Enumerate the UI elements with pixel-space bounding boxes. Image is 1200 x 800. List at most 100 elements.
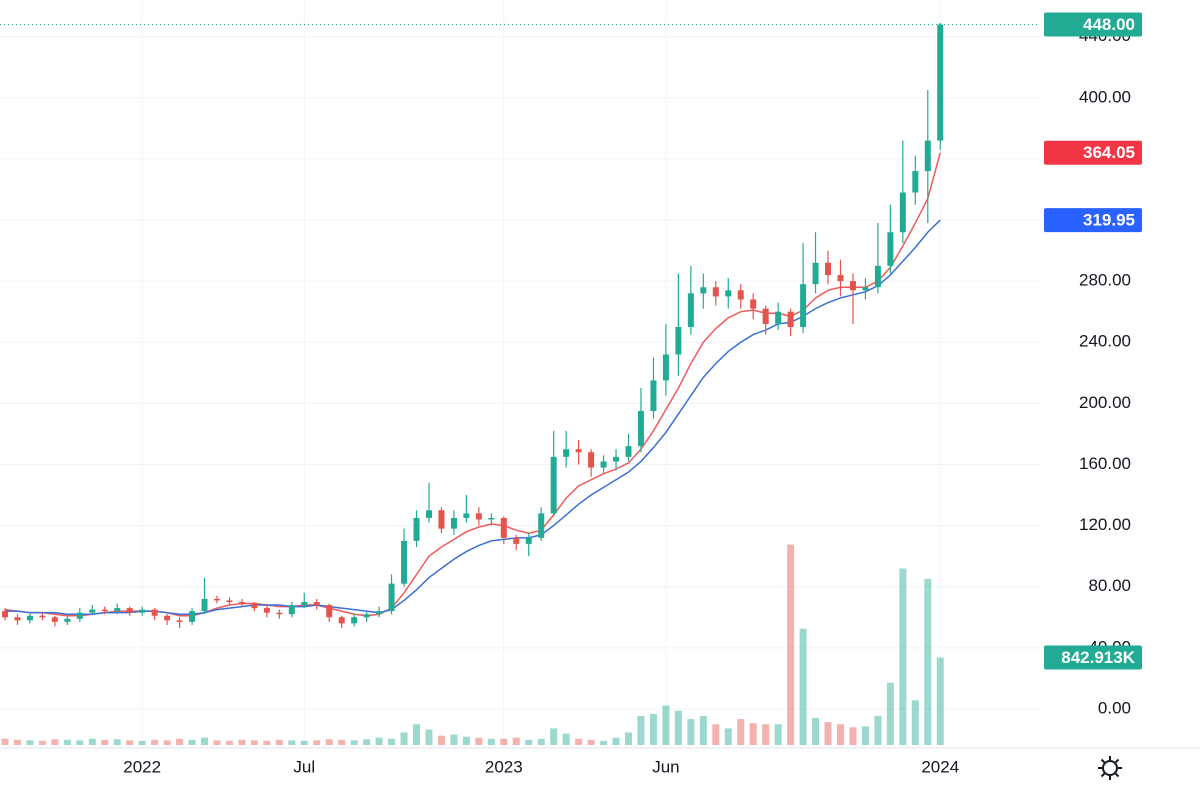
y-tick-label: 400.00 xyxy=(1079,87,1131,106)
volume-bar xyxy=(550,728,558,745)
ma-badge: 319.95 xyxy=(1083,211,1135,230)
volume-bar xyxy=(400,732,408,745)
candle-body xyxy=(226,600,233,602)
volume-bar xyxy=(151,739,159,745)
y-tick-label: 280.00 xyxy=(1079,271,1131,290)
candle-layer xyxy=(2,22,944,628)
volume-bar xyxy=(338,739,346,745)
x-tick-label: 2022 xyxy=(123,757,161,776)
volume-bar xyxy=(911,700,919,745)
candle-body xyxy=(276,612,283,615)
volume-bar xyxy=(76,740,84,745)
volume-bar xyxy=(587,739,595,745)
y-tick-label: 120.00 xyxy=(1079,515,1131,534)
volume-bar xyxy=(288,740,296,745)
volume-bar xyxy=(325,739,333,745)
settings-button[interactable] xyxy=(1098,756,1122,780)
candle-body xyxy=(475,513,482,520)
y-tick-label: 240.00 xyxy=(1079,332,1131,351)
volume-bar xyxy=(625,732,632,745)
x-tick-label: 2023 xyxy=(485,757,523,776)
volume-bar xyxy=(462,736,470,745)
candle-body xyxy=(613,456,620,462)
volume-bar xyxy=(388,738,396,745)
volume-bar xyxy=(749,723,757,745)
ma-badge-bg xyxy=(1044,140,1142,165)
volume-bar xyxy=(612,737,620,745)
gear-teeth xyxy=(1098,756,1122,780)
x-tick-label: Jun xyxy=(652,757,679,776)
volume-bar xyxy=(126,740,134,745)
candle-body xyxy=(64,618,71,622)
volume-bar xyxy=(649,713,657,745)
y-tick-label: 200.00 xyxy=(1079,393,1131,412)
candle-body xyxy=(775,311,782,324)
candle-body xyxy=(575,449,582,453)
x-tick-label: Jul xyxy=(293,757,315,776)
volume-bar xyxy=(500,738,508,745)
candle-body xyxy=(114,608,121,612)
candle-body xyxy=(675,326,682,355)
volume-bar xyxy=(537,738,545,745)
candle-body xyxy=(625,446,632,457)
candle-body xyxy=(101,609,108,612)
candle-body xyxy=(600,461,607,468)
y-tick-label: 80.00 xyxy=(1088,576,1131,595)
candle-body xyxy=(538,513,545,538)
moving-average-line xyxy=(4,152,941,617)
volume-bar xyxy=(176,738,184,745)
volume-bar xyxy=(712,724,720,745)
candle-body xyxy=(513,537,520,544)
candle-body xyxy=(637,411,644,447)
volume-bar xyxy=(313,740,321,745)
volume-bar xyxy=(762,724,770,745)
candle-body xyxy=(924,140,931,172)
volume-bar xyxy=(637,715,645,745)
candle-body xyxy=(189,611,196,622)
candle-body xyxy=(176,620,183,622)
volume-bar xyxy=(487,738,495,745)
volume-bar xyxy=(188,739,196,745)
candle-body xyxy=(251,603,258,609)
candle-body xyxy=(937,24,944,141)
candle-body xyxy=(700,287,707,294)
candle-body xyxy=(750,299,757,309)
volume-bar xyxy=(213,740,221,745)
volume-bar xyxy=(101,739,109,745)
ma-layer xyxy=(4,152,941,617)
candle-body xyxy=(737,290,744,300)
volume-bar xyxy=(799,628,807,745)
volume-bar xyxy=(51,739,59,745)
volume-bar xyxy=(836,724,844,745)
volume-bar xyxy=(225,740,233,745)
candle-body xyxy=(2,611,8,618)
candle-body xyxy=(288,605,295,615)
candle-body xyxy=(849,281,856,291)
candle-body xyxy=(39,615,46,618)
grid xyxy=(0,0,1040,745)
gear-ring xyxy=(1102,760,1118,776)
candle-body xyxy=(687,293,694,327)
volume-bar xyxy=(250,740,258,745)
ma-badge: 364.05 xyxy=(1083,143,1135,162)
volume-bar xyxy=(600,740,608,745)
volume-bar xyxy=(450,734,458,745)
candle-body xyxy=(800,284,807,327)
volume-bar xyxy=(201,737,209,745)
candle-body xyxy=(126,608,133,613)
candle-body xyxy=(812,262,819,285)
volume-bar xyxy=(138,740,146,745)
volume-bar xyxy=(512,737,520,745)
volume-bar xyxy=(238,739,246,745)
volume-badge: 842.913K xyxy=(1061,648,1135,667)
candle-body xyxy=(263,608,270,613)
volume-bar xyxy=(899,568,907,745)
volume-bar xyxy=(861,726,869,745)
candle-body xyxy=(787,311,794,327)
volume-badge-bg xyxy=(1044,645,1142,670)
candle-body xyxy=(662,354,669,381)
candle-body xyxy=(363,614,370,618)
volume-bar xyxy=(300,740,308,745)
ma-badge-bg xyxy=(1044,208,1142,233)
